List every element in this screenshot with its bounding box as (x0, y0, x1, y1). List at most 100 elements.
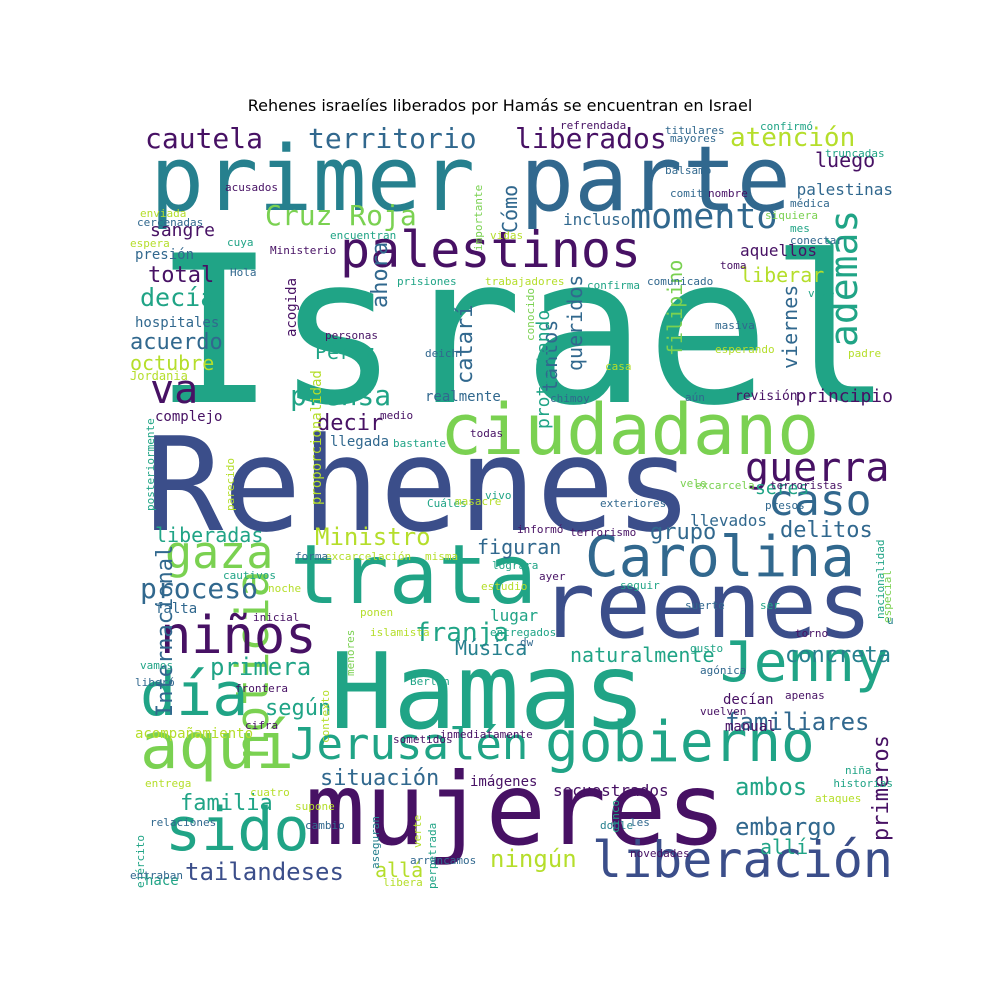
cloud-word: liberados (515, 122, 667, 155)
cloud-word: arrancamos (410, 854, 477, 867)
cloud-word: doble (600, 819, 634, 832)
cloud-word: confirma (587, 279, 640, 292)
cloud-word: historias (833, 777, 893, 790)
cloud-word: embargo (735, 813, 837, 841)
cloud-word: terroristas (770, 479, 843, 492)
cloud-word: catarí (453, 304, 478, 384)
cloud-word: concreta (785, 643, 891, 668)
cloud-word: momento (630, 197, 778, 237)
cloud-word: liberadas (155, 523, 264, 547)
cloud-word: Jordania (130, 369, 188, 383)
cloud-word: Pérez (315, 340, 376, 364)
cloud-word: llegada (330, 434, 390, 450)
cloud-word: familiares (725, 708, 870, 736)
cloud-word: palestinas (796, 180, 893, 199)
cloud-word: estudio (481, 580, 528, 593)
cloud-word: bálsamo (665, 164, 712, 177)
cloud-word: cifra (245, 719, 279, 732)
cloud-word: gobierno (545, 710, 815, 775)
cloud-word: Ministro (315, 523, 431, 551)
cloud-word: parecido (224, 458, 237, 511)
cloud-word: manual (725, 719, 776, 735)
cloud-word: ahora (368, 241, 393, 308)
cloud-word: Carolina (585, 525, 855, 590)
cloud-word: palestinos (340, 221, 642, 279)
cloud-word: liberó (135, 676, 175, 689)
cloud-word: imágenes (470, 774, 538, 790)
cloud-word: médica (790, 197, 830, 210)
cloud-word: frontera (235, 682, 288, 695)
cloud-word: prensa (290, 379, 392, 412)
cloud-word: ser (760, 599, 780, 612)
cloud-word: todas (470, 427, 504, 440)
cloud-word: conectar (790, 234, 843, 247)
cloud-word: misma (425, 550, 459, 563)
cloud-word: truncadas (825, 147, 885, 160)
cloud-word: gaza (165, 526, 274, 579)
cloud-word: Cruz Roja (265, 199, 417, 232)
cloud-word: chimoy (550, 392, 590, 405)
cloud-word: supone (295, 800, 335, 813)
cloud-word: cambio (305, 819, 345, 832)
cloud-word: trata (290, 528, 537, 623)
cloud-word: total (148, 263, 215, 288)
cloud-word: primera (210, 653, 312, 681)
cloud-word: agónica (700, 664, 747, 677)
cloud-word: aquí (140, 710, 295, 784)
cloud-word: entregados (490, 626, 557, 639)
cloud-word: menores (344, 629, 357, 676)
cloud-word: forma (295, 550, 329, 563)
cloud-word: viernes (778, 284, 802, 369)
cloud-word: ataques (815, 792, 862, 805)
cloud-word: grupo (650, 520, 717, 545)
cloud-word: medio (380, 409, 414, 422)
cloud-word: confirmó (760, 120, 813, 133)
cloud-word: decían (723, 692, 774, 708)
cloud-word: franja (415, 618, 509, 648)
cloud-word: Cómo (498, 184, 522, 233)
cloud-word: Jenny (720, 630, 889, 695)
cloud-word: inicial (253, 611, 300, 624)
cloud-word: primer (150, 127, 476, 232)
cloud-word: decía (140, 283, 216, 312)
cloud-word: masacre (455, 495, 502, 508)
cloud-word: ningún (490, 845, 577, 873)
cloud-word: además (822, 209, 866, 347)
cloud-word: contexto (319, 690, 332, 743)
cloud-word: trabajadores (485, 275, 565, 288)
cloud-word: Rehenes (145, 409, 693, 561)
cloud-word: dw (520, 636, 534, 649)
cloud-word: hospitales (135, 315, 220, 331)
cloud-word: inmediatamente (440, 728, 533, 741)
cloud-word: bastante (393, 437, 446, 450)
cloud-word: apenas (785, 689, 825, 702)
cloud-word: sangre (150, 220, 216, 241)
cloud-word: Música (455, 636, 528, 660)
cloud-word: cautivos (223, 569, 276, 582)
cloud-word: vamos (140, 659, 174, 672)
cloud-word: vuelven (700, 705, 747, 718)
cloud-word: entraban (130, 869, 183, 882)
cloud-word: Ministerio (270, 244, 337, 257)
cloud-word: parte (520, 127, 791, 232)
cloud-word: liberación (591, 831, 893, 889)
cloud-word: niña (845, 764, 872, 777)
cloud-word: sometidos (393, 733, 453, 746)
cloud-word: Hola (230, 266, 257, 279)
cloud-word: allí (760, 835, 809, 859)
cloud-word: mayores (670, 132, 717, 145)
cloud-word: acompañamiento (135, 726, 254, 742)
cloud-word: padre (848, 347, 882, 360)
cloud-word: guerra (745, 445, 890, 491)
cloud-word: día (140, 660, 249, 730)
cloud-word: masiva (715, 319, 755, 332)
cloud-word: seguir (620, 579, 660, 592)
cloud-word: ciudadano (440, 389, 820, 471)
cloud-word: vele (680, 477, 707, 490)
cloud-word: complejo (155, 409, 223, 425)
cloud-word: verte (411, 814, 424, 848)
cloud-word: familia (180, 791, 273, 816)
cloud-word: lograra (492, 559, 539, 572)
cloud-word: u (887, 614, 894, 627)
cloud-word: Jerusalén (290, 719, 529, 770)
